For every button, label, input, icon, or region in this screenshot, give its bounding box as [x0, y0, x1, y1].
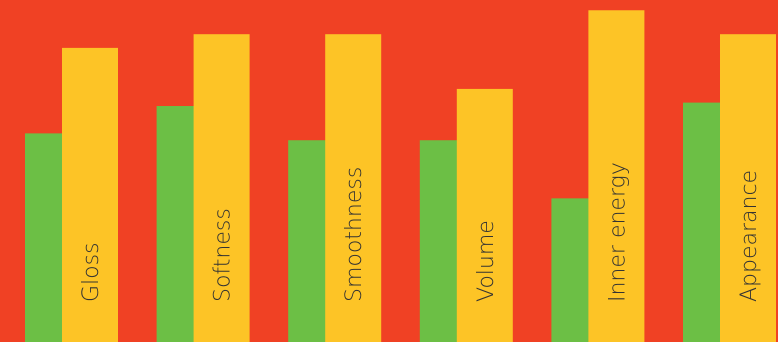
bar-series2-gloss	[62, 47, 118, 342]
category-label-gloss: Gloss	[79, 242, 104, 302]
bars-layer	[25, 10, 776, 342]
bar-series2-volume	[456, 88, 513, 342]
bar-series2-smoothness	[325, 34, 382, 342]
category-labels-layer: Gloss Softness Smoothness Volume Inner energ…	[79, 162, 762, 302]
category-label-volume: Volume	[474, 220, 499, 302]
category-label-softness: Softness	[211, 208, 236, 302]
bar-series2-inner-energy	[588, 10, 645, 342]
category-label-smoothness: Smoothness	[342, 167, 367, 302]
category-label-inner-energy: Inner energy	[605, 162, 630, 302]
category-label-appearance: Appearance	[737, 170, 762, 302]
bar-series2-softness	[193, 34, 250, 342]
bar-series2-appearance	[720, 34, 776, 342]
